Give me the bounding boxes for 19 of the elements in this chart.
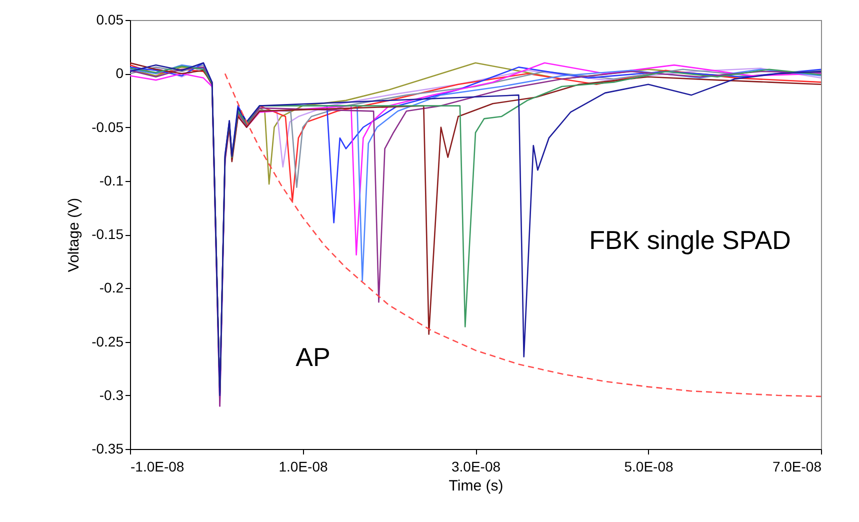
- y-axis-title: Voltage (V): [66, 198, 83, 272]
- x-axis-title: Time (s): [448, 478, 504, 494]
- y-tick-label: -0.35: [92, 440, 124, 456]
- x-tick-label: 5.0E-08: [624, 458, 674, 474]
- x-tick-label: -1.0E-08: [130, 458, 184, 474]
- y-tick-label: -0.3: [99, 386, 124, 403]
- y-tick-label: -0.15: [92, 226, 124, 242]
- x-tick-label: 3.0E-08: [451, 458, 501, 474]
- y-tick-label: -0.1: [99, 172, 124, 188]
- x-tick-label: 1.0E-08: [278, 458, 328, 474]
- y-tick-label: -0.2: [99, 280, 124, 296]
- y-tick-label: -0.25: [92, 333, 124, 350]
- y-tick-label: 0: [116, 65, 124, 82]
- annotation: FBK single SPAD: [589, 225, 791, 255]
- line-series: [224, 72, 821, 398]
- x-tick-label: 7.0E-08: [772, 458, 822, 474]
- y-tick-label: -0.05: [92, 118, 124, 135]
- y-tick-label: 0.05: [96, 12, 124, 28]
- annotation: AP: [296, 342, 330, 372]
